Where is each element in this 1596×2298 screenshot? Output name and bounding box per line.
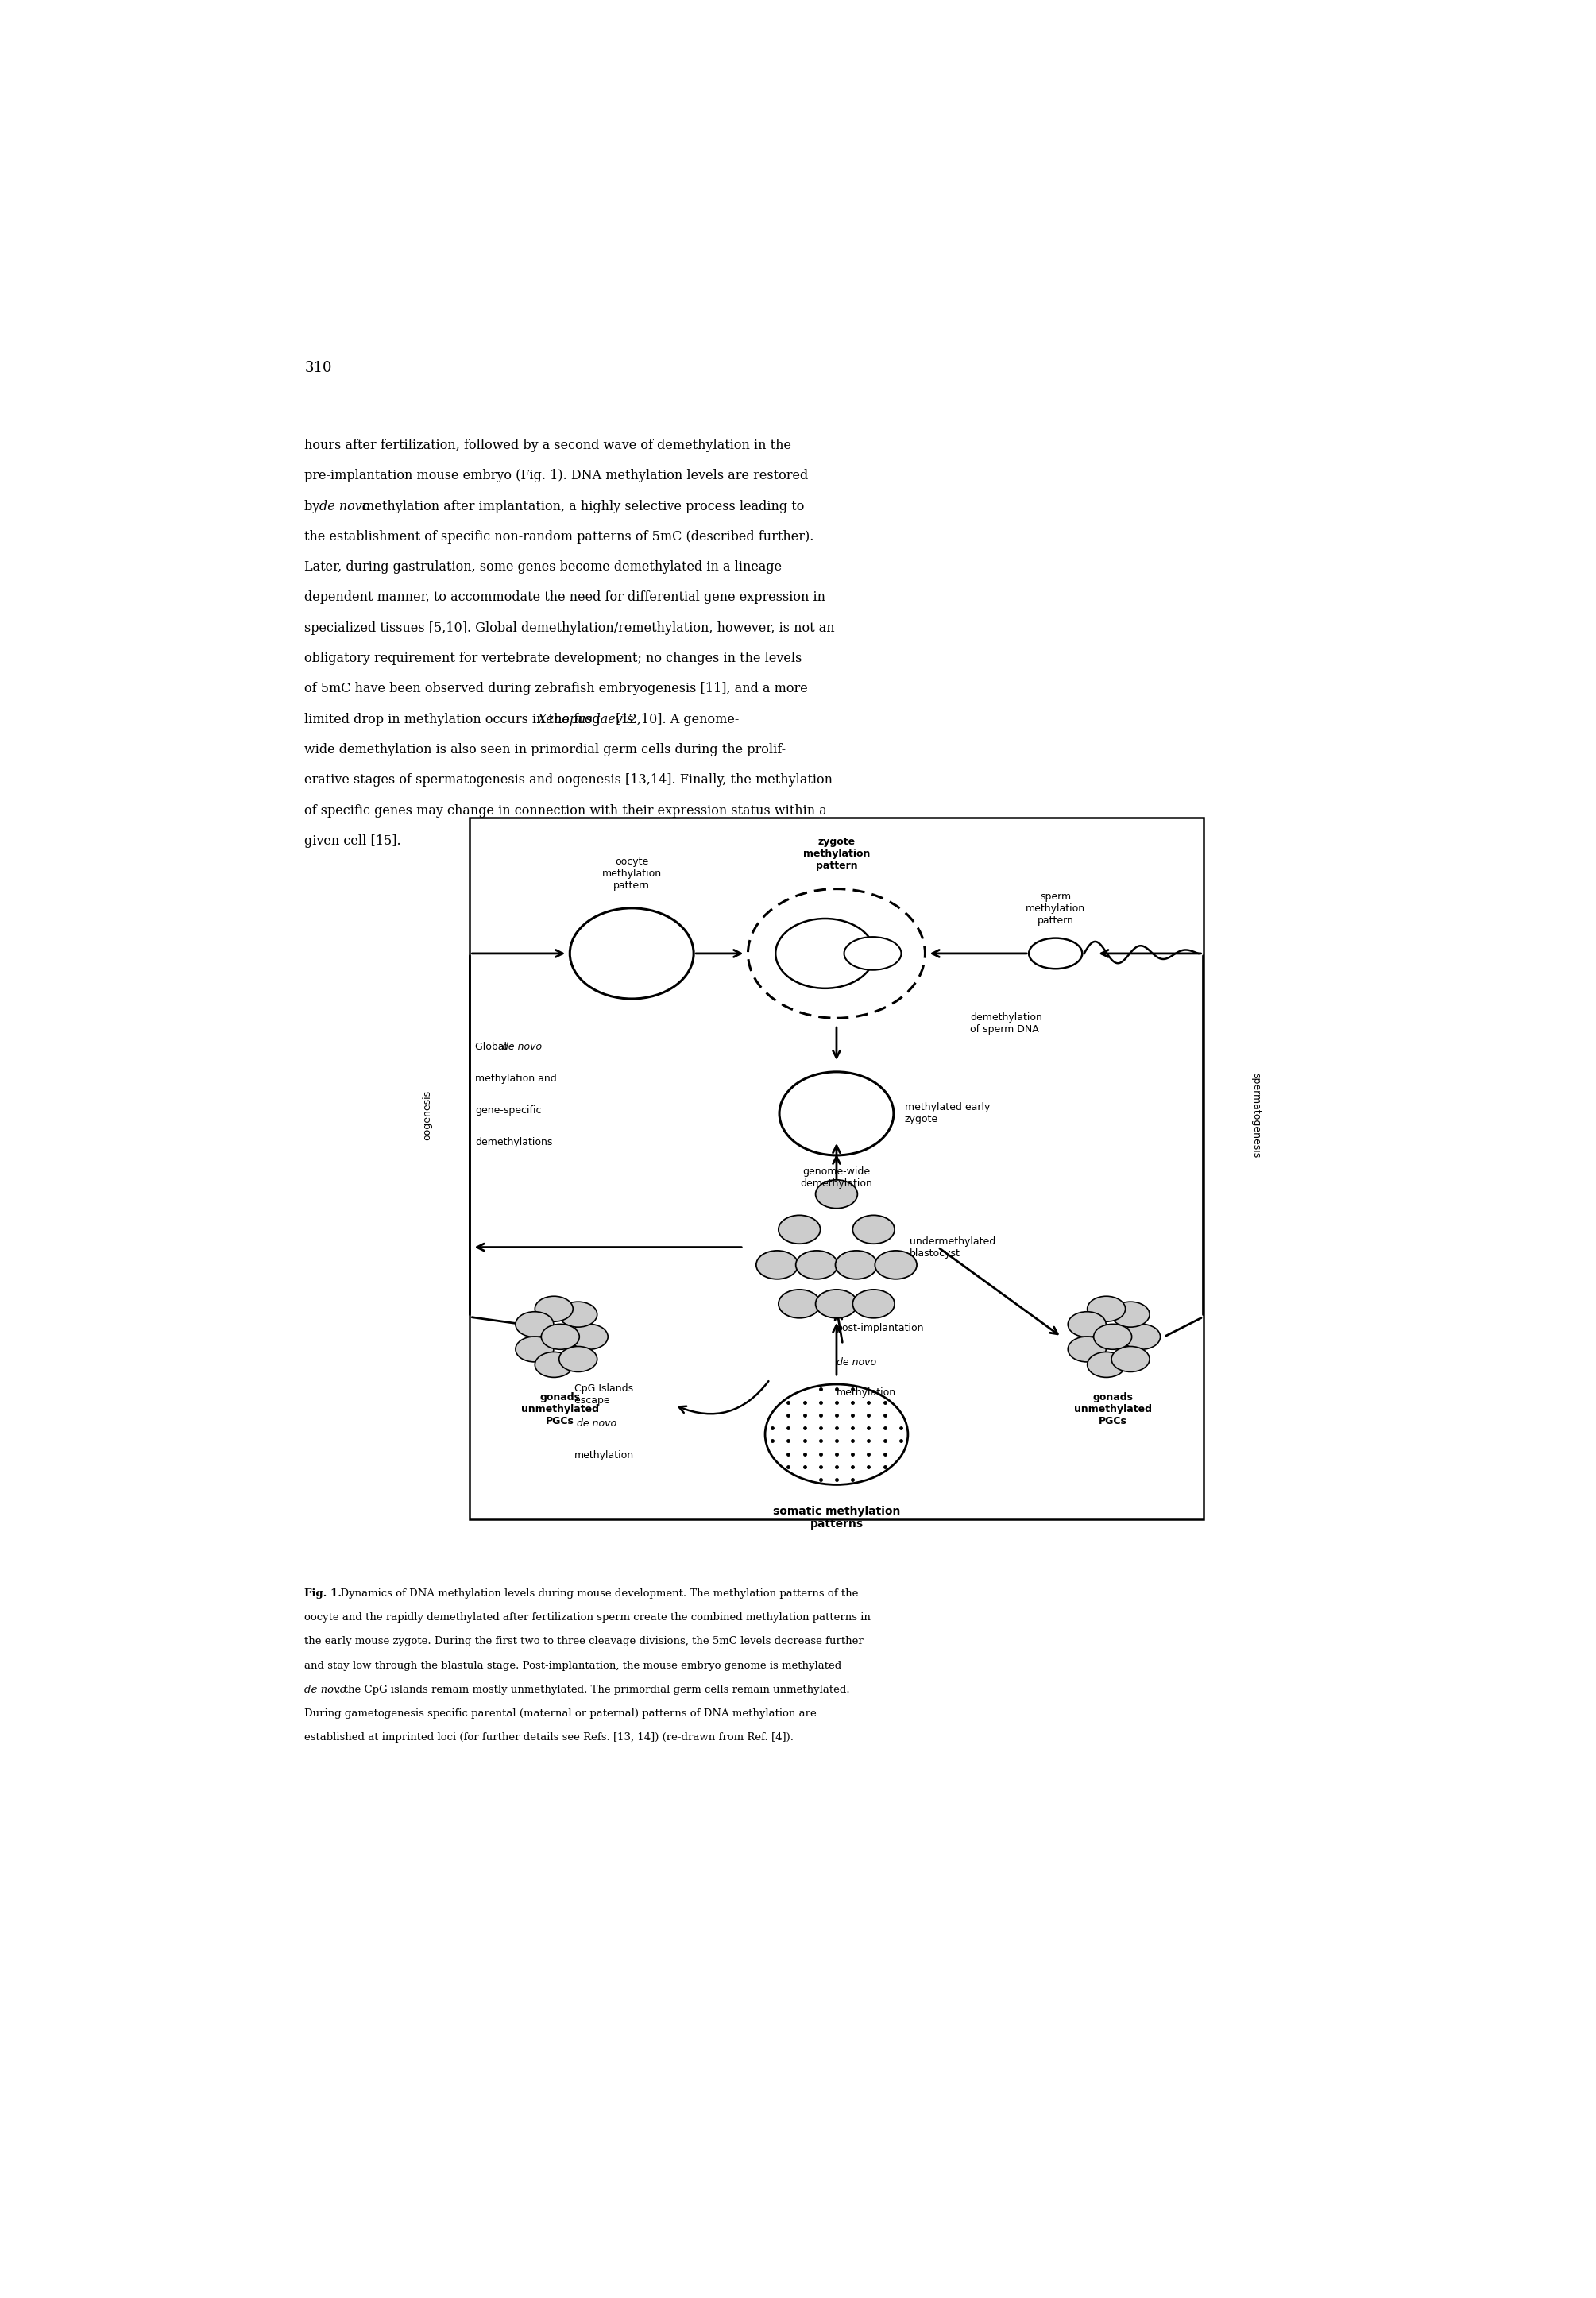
FancyArrowPatch shape <box>678 1381 769 1413</box>
Text: de novo: de novo <box>305 1684 346 1694</box>
Text: somatic methylation
patterns: somatic methylation patterns <box>772 1505 900 1530</box>
Text: methylation after implantation, a highly selective process leading to: methylation after implantation, a highly… <box>359 499 804 512</box>
Text: obligatory requirement for vertebrate development; no changes in the levels: obligatory requirement for vertebrate de… <box>305 653 803 664</box>
Text: de novo: de novo <box>503 1041 543 1052</box>
Text: and stay low through the blastula stage. Post-implantation, the mouse embryo gen: and stay low through the blastula stage.… <box>305 1661 841 1671</box>
Text: ; the CpG islands remain mostly unmethylated. The primordial germ cells remain u: ; the CpG islands remain mostly unmethyl… <box>337 1684 851 1694</box>
Text: Dynamics of DNA methylation levels during mouse development. The methylation pat: Dynamics of DNA methylation levels durin… <box>334 1588 859 1599</box>
Ellipse shape <box>875 1250 916 1280</box>
Ellipse shape <box>541 1324 579 1349</box>
Text: Xenopus laevis: Xenopus laevis <box>538 712 634 726</box>
Ellipse shape <box>779 1216 820 1243</box>
Text: de novo: de novo <box>836 1358 876 1367</box>
Text: of 5mC have been observed during zebrafish embryogenesis [11], and a more: of 5mC have been observed during zebrafi… <box>305 683 808 696</box>
Ellipse shape <box>757 1250 798 1280</box>
Ellipse shape <box>1111 1347 1149 1372</box>
Text: Global: Global <box>476 1041 511 1052</box>
Text: oogenesis: oogenesis <box>421 1089 433 1140</box>
Ellipse shape <box>559 1301 597 1328</box>
Text: oocyte
methylation
pattern: oocyte methylation pattern <box>602 857 662 892</box>
Text: methylation and: methylation and <box>476 1073 557 1085</box>
Text: gonads
unmethylated
PGCs: gonads unmethylated PGCs <box>1074 1393 1152 1427</box>
Text: gonads
unmethylated
PGCs: gonads unmethylated PGCs <box>522 1393 598 1427</box>
Ellipse shape <box>1087 1296 1125 1321</box>
Ellipse shape <box>516 1312 554 1337</box>
Bar <box>469 818 1203 1519</box>
Text: demethylation
of sperm DNA: demethylation of sperm DNA <box>970 1011 1042 1034</box>
Text: de novo: de novo <box>578 1418 618 1429</box>
Text: specialized tissues [5,10]. Global demethylation/remethylation, however, is not : specialized tissues [5,10]. Global demet… <box>305 620 835 634</box>
Text: given cell [15].: given cell [15]. <box>305 834 401 848</box>
Text: sperm
methylation
pattern: sperm methylation pattern <box>1026 892 1085 926</box>
Ellipse shape <box>535 1351 573 1377</box>
Ellipse shape <box>816 1289 857 1319</box>
Ellipse shape <box>764 1383 908 1485</box>
Ellipse shape <box>535 1296 573 1321</box>
Ellipse shape <box>844 938 902 970</box>
Ellipse shape <box>852 1289 895 1319</box>
Ellipse shape <box>779 1071 894 1156</box>
Text: genome-wide
demethylation: genome-wide demethylation <box>801 1167 873 1188</box>
Text: methylation: methylation <box>836 1388 897 1397</box>
Ellipse shape <box>559 1347 597 1372</box>
Ellipse shape <box>749 889 926 1018</box>
Ellipse shape <box>570 1324 608 1349</box>
Text: spermatogenesis: spermatogenesis <box>1250 1073 1261 1158</box>
Ellipse shape <box>796 1250 838 1280</box>
Ellipse shape <box>779 1289 820 1319</box>
Text: methylation: methylation <box>575 1450 634 1462</box>
Ellipse shape <box>1029 938 1082 970</box>
Text: gene-specific: gene-specific <box>476 1105 541 1115</box>
Text: by: by <box>305 499 324 512</box>
Text: hours after fertilization, followed by a second wave of demethylation in the: hours after fertilization, followed by a… <box>305 439 792 453</box>
Ellipse shape <box>1068 1337 1106 1363</box>
Ellipse shape <box>776 919 875 988</box>
Text: dependent manner, to accommodate the need for differential gene expression in: dependent manner, to accommodate the nee… <box>305 591 825 604</box>
Text: demethylations: demethylations <box>476 1138 552 1147</box>
Text: de novo: de novo <box>319 499 370 512</box>
Ellipse shape <box>1111 1301 1149 1328</box>
Text: wide demethylation is also seen in primordial germ cells during the prolif-: wide demethylation is also seen in primo… <box>305 742 787 756</box>
Text: pre-implantation mouse embryo (Fig. 1). DNA methylation levels are restored: pre-implantation mouse embryo (Fig. 1). … <box>305 469 809 483</box>
Text: Later, during gastrulation, some genes become demethylated in a lineage-: Later, during gastrulation, some genes b… <box>305 561 787 574</box>
Text: the establishment of specific non-random patterns of 5mC (described further).: the establishment of specific non-random… <box>305 531 814 542</box>
Ellipse shape <box>516 1337 554 1363</box>
Text: post-implantation: post-implantation <box>836 1324 924 1344</box>
Text: erative stages of spermatogenesis and oogenesis [13,14]. Finally, the methylatio: erative stages of spermatogenesis and oo… <box>305 774 833 786</box>
Ellipse shape <box>1087 1351 1125 1377</box>
Ellipse shape <box>1093 1324 1132 1349</box>
Text: established at imprinted loci (for further details see Refs. [13, 14]) (re-drawn: established at imprinted loci (for furth… <box>305 1733 793 1742</box>
Text: During gametogenesis specific parental (maternal or paternal) patterns of DNA me: During gametogenesis specific parental (… <box>305 1707 817 1719</box>
Text: CpG Islands
escape: CpG Islands escape <box>575 1383 634 1406</box>
Text: methylated early
zygote: methylated early zygote <box>905 1103 990 1124</box>
Ellipse shape <box>1122 1324 1160 1349</box>
Ellipse shape <box>852 1216 895 1243</box>
Text: the early mouse zygote. During the first two to three cleavage divisions, the 5m: the early mouse zygote. During the first… <box>305 1636 863 1648</box>
Text: oocyte and the rapidly demethylated after fertilization sperm create the combine: oocyte and the rapidly demethylated afte… <box>305 1613 871 1622</box>
Ellipse shape <box>816 1179 857 1209</box>
Text: limited drop in methylation occurs in the frog: limited drop in methylation occurs in th… <box>305 712 605 726</box>
Text: [12,10]. A genome-: [12,10]. A genome- <box>611 712 739 726</box>
Ellipse shape <box>570 908 694 1000</box>
Text: zygote
methylation
pattern: zygote methylation pattern <box>803 836 870 871</box>
Text: 310: 310 <box>305 361 332 375</box>
Ellipse shape <box>835 1250 878 1280</box>
Ellipse shape <box>1068 1312 1106 1337</box>
Text: of specific genes may change in connection with their expression status within a: of specific genes may change in connecti… <box>305 804 827 818</box>
Text: Fig. 1.: Fig. 1. <box>305 1588 342 1599</box>
Text: undermethylated
blastocyst: undermethylated blastocyst <box>910 1236 996 1259</box>
